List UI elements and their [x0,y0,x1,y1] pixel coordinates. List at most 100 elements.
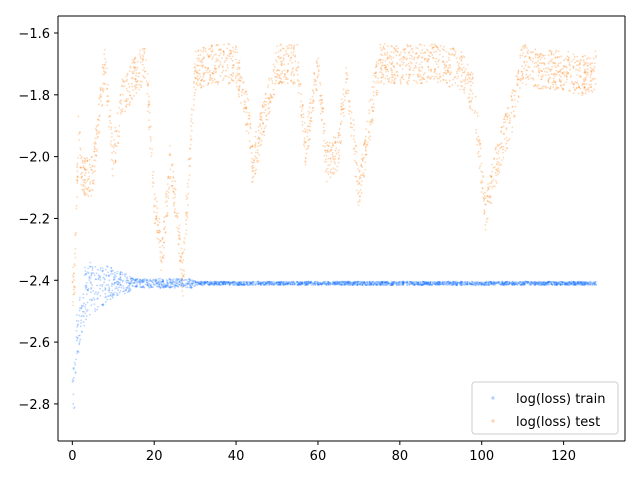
data-point [523,282,526,285]
data-point [342,104,345,107]
data-point [386,58,389,60]
data-point [239,283,242,285]
data-point [381,281,384,284]
data-point [115,280,118,283]
data-point [300,282,303,285]
data-point [206,53,209,56]
data-point [534,281,537,284]
data-point [304,283,307,286]
data-point [500,131,503,134]
data-point [511,284,514,287]
data-point [506,283,509,286]
data-point [582,64,585,67]
data-point [572,281,574,283]
data-point [343,99,346,102]
data-point [162,220,165,223]
data-point [84,305,86,308]
data-point [308,119,311,122]
data-point [519,56,522,59]
data-point [401,75,404,78]
data-point [537,57,539,59]
data-point [547,281,550,284]
data-point [415,282,418,285]
data-point [196,57,199,60]
data-point [303,282,306,285]
data-point [516,284,519,286]
data-point [357,204,360,207]
data-point [99,269,102,271]
data-point [77,324,79,327]
data-point [94,265,97,268]
data-point [385,70,388,73]
data-point [161,284,164,287]
data-point [193,280,196,282]
data-point [461,283,464,286]
data-point [120,279,123,281]
data-point [329,281,332,284]
data-point [552,281,555,283]
data-point [401,282,404,285]
data-point [213,54,216,56]
data-point [270,77,273,80]
data-point [161,255,164,258]
data-point [543,283,546,286]
data-point [453,282,456,284]
data-point [131,77,134,79]
data-point [321,107,324,110]
data-point [135,285,138,288]
data-point [270,280,272,283]
data-point [442,281,444,284]
data-point [79,325,82,328]
data-point [471,78,473,81]
data-point [97,305,99,308]
data-point [155,218,157,221]
data-point [319,83,322,86]
data-point [85,272,88,275]
data-point [446,282,449,285]
data-point [93,293,96,295]
data-point [85,318,87,321]
data-point [277,281,280,284]
data-point [116,294,118,297]
data-point [327,280,329,283]
data-point [319,282,322,285]
data-point [166,195,169,197]
data-point [379,281,382,284]
data-point [502,283,504,286]
data-point [376,280,379,283]
data-point [585,73,588,76]
data-point [200,86,203,89]
data-point [548,281,550,284]
data-point [392,283,395,286]
data-point [329,170,332,173]
data-point [388,282,390,285]
data-point [128,284,131,287]
data-point [163,282,166,285]
data-point [316,59,318,62]
data-point [350,135,353,137]
data-point [327,145,330,147]
data-point [419,281,422,284]
data-point [240,91,243,93]
data-point [309,281,312,284]
data-point [161,285,164,288]
data-point [326,282,329,285]
data-point [566,78,568,81]
data-point [143,50,146,53]
data-point [87,186,90,189]
data-point [215,284,218,286]
data-point [112,146,115,149]
data-point [525,83,527,86]
data-point [441,48,444,50]
data-point [356,180,359,183]
data-point [498,171,501,174]
data-point [369,282,371,285]
data-point [175,212,178,215]
data-point [325,283,328,286]
data-point [297,83,300,85]
data-point [171,281,174,284]
data-point [127,287,130,290]
data-point [334,157,337,160]
data-point [502,282,505,285]
data-point [125,280,128,283]
